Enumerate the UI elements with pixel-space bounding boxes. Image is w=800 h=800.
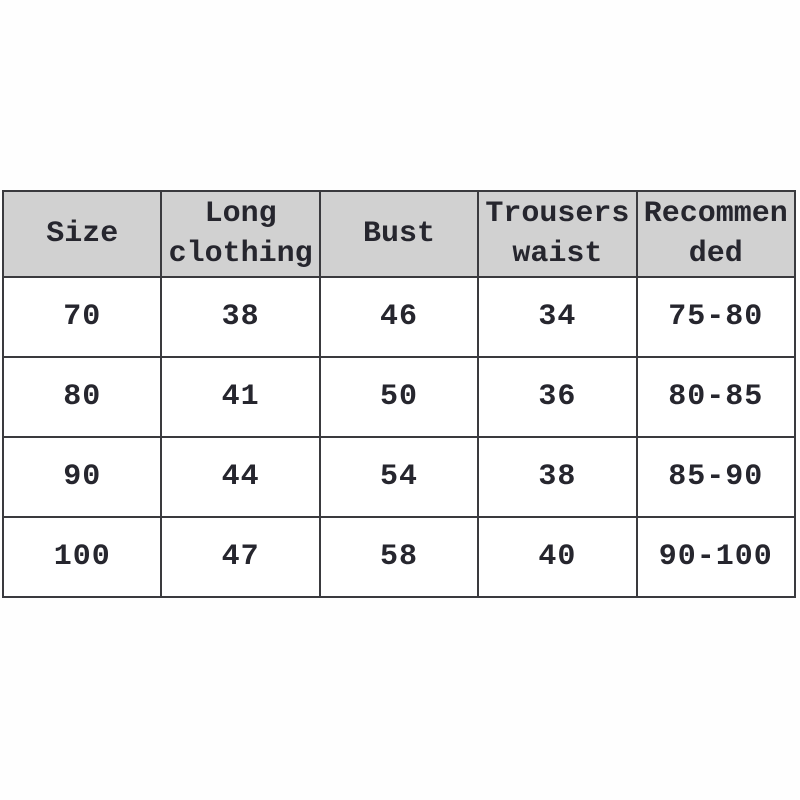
size-chart-container: Size Long clothing Bust Trousers waist R… (1, 190, 797, 598)
header-cell-long-clothing: Long clothing (160, 190, 321, 278)
table-cell-long-clothing: 38 (160, 276, 321, 358)
table-row: 100 47 58 40 90-100 (1, 516, 797, 598)
table-row: 80 41 50 36 80-85 (1, 356, 797, 438)
header-cell-size: Size (1, 190, 163, 278)
table-cell-size: 80 (1, 356, 163, 438)
table-cell-recommended: 75-80 (635, 276, 797, 358)
table-cell-trousers-waist: 40 (477, 516, 638, 598)
table-cell-bust: 54 (318, 436, 480, 518)
table-cell-bust: 46 (318, 276, 480, 358)
table-cell-long-clothing: 41 (160, 356, 321, 438)
table-cell-recommended: 85-90 (635, 436, 797, 518)
table-cell-size: 90 (1, 436, 163, 518)
table-row: 90 44 54 38 85-90 (1, 436, 797, 518)
header-cell-trousers-waist: Trousers waist (477, 190, 638, 278)
table-cell-trousers-waist: 34 (477, 276, 638, 358)
table-cell-long-clothing: 44 (160, 436, 321, 518)
table-cell-trousers-waist: 36 (477, 356, 638, 438)
table-cell-long-clothing: 47 (160, 516, 321, 598)
table-row: 70 38 46 34 75-80 (1, 276, 797, 358)
table-header-row: Size Long clothing Bust Trousers waist R… (1, 190, 797, 278)
table-cell-recommended: 80-85 (635, 356, 797, 438)
header-cell-bust: Bust (318, 190, 480, 278)
table-cell-bust: 58 (318, 516, 480, 598)
header-cell-recommended: Recommen ded (635, 190, 797, 278)
table-cell-trousers-waist: 38 (477, 436, 638, 518)
size-chart-table: Size Long clothing Bust Trousers waist R… (1, 190, 797, 598)
table-cell-bust: 50 (318, 356, 480, 438)
table-cell-size: 100 (1, 516, 163, 598)
table-cell-recommended: 90-100 (635, 516, 797, 598)
table-cell-size: 70 (1, 276, 163, 358)
